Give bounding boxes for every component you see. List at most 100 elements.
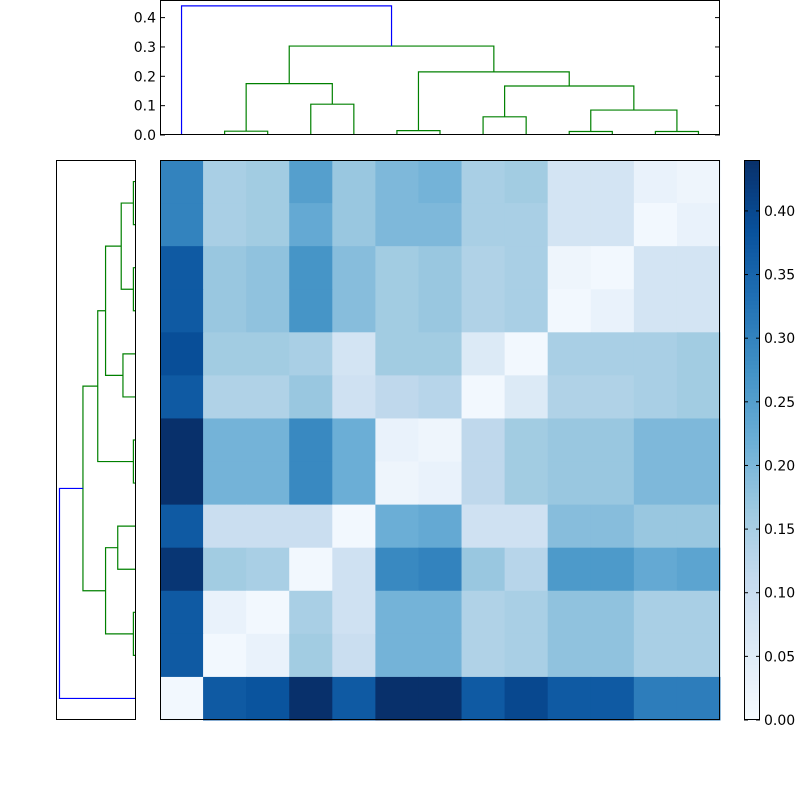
heatmap-cell — [332, 246, 376, 290]
heatmap-cell — [590, 461, 635, 506]
dendrogram-link — [122, 353, 136, 398]
heatmap-cell — [547, 246, 592, 290]
colorbar-segment — [744, 444, 760, 449]
heatmap-cell — [203, 676, 247, 721]
heatmap-cell — [418, 332, 463, 376]
colorbar-segment — [744, 244, 760, 249]
colorbar-segment — [744, 428, 760, 433]
heatmap-cell — [676, 676, 721, 721]
colorbar-segment — [744, 712, 760, 717]
heatmap-cell — [160, 375, 204, 419]
heatmap-cell — [547, 375, 592, 419]
heatmap-cell — [160, 332, 204, 376]
colorbar-segment — [744, 172, 760, 177]
y-tick-label: 0.1 — [134, 99, 156, 115]
heatmap-cell — [289, 633, 333, 678]
colorbar-segment — [744, 288, 760, 293]
heatmap-cell — [332, 461, 376, 506]
heatmap-cell — [590, 160, 635, 204]
colorbar-segment — [744, 372, 760, 377]
heatmap-cell — [633, 676, 678, 721]
heatmap-cell — [375, 246, 419, 290]
dendrogram-link — [117, 525, 136, 570]
colorbar-segment — [744, 336, 760, 341]
heatmap-cell — [246, 375, 290, 419]
heatmap-cell — [633, 418, 678, 463]
heatmap-cell — [289, 504, 333, 549]
colorbar-segment — [744, 356, 760, 361]
heatmap-cell — [246, 332, 290, 376]
colorbar-segment — [744, 532, 760, 537]
heatmap-cell — [504, 504, 549, 549]
colorbar-segment — [744, 484, 760, 489]
heatmap-cell — [633, 332, 678, 376]
heatmap-cell — [633, 246, 678, 290]
colorbar-segment — [744, 320, 760, 325]
colorbar-segment — [744, 420, 760, 425]
heatmap-cell — [461, 504, 506, 549]
heatmap-cell — [590, 504, 635, 549]
colorbar-segment — [744, 568, 760, 573]
heatmap-cell — [418, 375, 463, 419]
colorbar-segment — [744, 332, 760, 337]
heatmap-cell — [590, 547, 635, 592]
colorbar-segment — [744, 204, 760, 209]
y-tick-label: 0.3 — [134, 40, 156, 56]
colorbar-tick-label: 0.15 — [764, 522, 795, 538]
heatmap-cell — [504, 160, 549, 204]
heatmap-cell — [203, 246, 247, 290]
heatmap-cell — [418, 246, 463, 290]
colorbar-segment — [744, 640, 760, 645]
colorbar-segment — [744, 588, 760, 593]
heatmap-cell — [160, 461, 204, 506]
heatmap-cell — [160, 547, 204, 592]
heatmap-cell — [246, 160, 290, 204]
y-tick-label: 0.0 — [134, 128, 156, 144]
colorbar-segment — [744, 220, 760, 225]
colorbar-tick-label: 0.40 — [764, 204, 795, 220]
heatmap-cell — [203, 461, 247, 506]
top-dendrogram-y-axis: 0.0 0.1 0.2 0.3 0.4 — [134, 11, 720, 144]
colorbar-segment — [744, 704, 760, 709]
colorbar-segment — [744, 252, 760, 257]
colorbar-segment — [744, 164, 760, 169]
colorbar-segment — [744, 468, 760, 473]
heatmap-cell — [332, 504, 376, 549]
heatmap-matrix — [160, 160, 721, 721]
colorbar-segment — [744, 616, 760, 621]
dendrogram-link — [120, 202, 134, 290]
heatmap-cell — [289, 590, 333, 635]
heatmap-cell — [676, 590, 721, 635]
heatmap-cell — [590, 289, 635, 333]
colorbar-segment — [744, 548, 760, 553]
heatmap-cell — [418, 418, 463, 463]
colorbar-segment — [744, 612, 760, 617]
heatmap-cell — [289, 461, 333, 506]
heatmap-cell — [203, 160, 247, 204]
colorbar-segment — [744, 664, 760, 669]
heatmap-cell — [203, 332, 247, 376]
axes-frame — [160, 160, 720, 720]
colorbar-segment — [744, 596, 760, 601]
heatmap-cell — [332, 590, 376, 635]
heatmap-cell — [289, 332, 333, 376]
heatmap-cell — [461, 246, 506, 290]
heatmap-cell — [633, 504, 678, 549]
colorbar-segment — [744, 296, 760, 301]
colorbar-segment — [744, 488, 760, 493]
colorbar-segment — [744, 440, 760, 445]
colorbar-segment — [744, 500, 760, 505]
dendrogram-link — [310, 103, 355, 135]
colorbar-segment — [744, 376, 760, 381]
colorbar-segment — [744, 200, 760, 205]
heatmap-cell — [461, 332, 506, 376]
heatmap-cell — [590, 633, 635, 678]
dendrogram-link — [97, 310, 134, 463]
heatmap-cell — [676, 418, 721, 463]
heatmap-cell — [289, 375, 333, 419]
heatmap-cell — [633, 633, 678, 678]
axes-frame — [56, 160, 136, 720]
colorbar-segment — [744, 364, 760, 369]
colorbar-segment — [744, 656, 760, 661]
colorbar-segment — [744, 652, 760, 657]
